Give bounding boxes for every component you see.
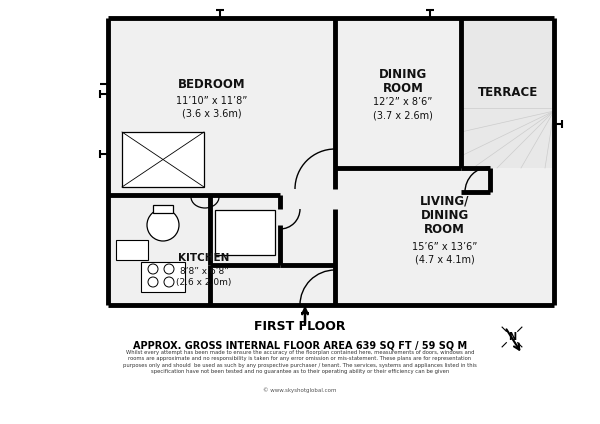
Text: ROOM: ROOM — [383, 81, 424, 95]
Circle shape — [148, 277, 158, 287]
Text: TERRACE: TERRACE — [478, 86, 538, 100]
Text: FIRST FLOOR: FIRST FLOOR — [254, 321, 346, 334]
Circle shape — [164, 277, 174, 287]
Text: 12’2” x 8’6”: 12’2” x 8’6” — [373, 97, 433, 107]
Circle shape — [147, 209, 179, 241]
Text: KITCHEN: KITCHEN — [178, 253, 230, 263]
Text: 8’8” x 6’8”: 8’8” x 6’8” — [179, 267, 229, 276]
Text: (3.6 x 3.6m): (3.6 x 3.6m) — [182, 109, 241, 118]
Bar — [116, 240, 148, 260]
Text: APPROX. GROSS INTERNAL FLOOR AREA 639 SQ FT / 59 SQ M: APPROX. GROSS INTERNAL FLOOR AREA 639 SQ… — [133, 340, 467, 350]
Text: © www.skyshotglobal.com: © www.skyshotglobal.com — [263, 387, 337, 393]
Text: (3.7 x 2.6m): (3.7 x 2.6m) — [373, 110, 433, 120]
Bar — [141, 262, 185, 292]
Text: 11’10” x 11’8”: 11’10” x 11’8” — [176, 95, 247, 106]
Text: BEDROOM: BEDROOM — [178, 78, 245, 91]
Text: N: N — [508, 332, 516, 342]
Text: (2.6 x 2.0m): (2.6 x 2.0m) — [176, 279, 232, 287]
Bar — [108, 18, 554, 305]
Text: DINING: DINING — [379, 67, 427, 81]
Bar — [461, 18, 554, 168]
Text: DINING: DINING — [421, 209, 469, 222]
Bar — [153, 205, 173, 213]
Text: Whilst every attempt has been made to ensure the accuracy of the floorplan conta: Whilst every attempt has been made to en… — [123, 350, 477, 374]
Text: 15’6” x 13’6”: 15’6” x 13’6” — [412, 242, 477, 251]
Circle shape — [164, 264, 174, 274]
Text: LIVING/: LIVING/ — [420, 195, 469, 208]
Bar — [215, 210, 275, 255]
Text: ROOM: ROOM — [424, 223, 465, 236]
Bar — [122, 132, 204, 187]
Circle shape — [148, 264, 158, 274]
Text: (4.7 x 4.1m): (4.7 x 4.1m) — [415, 254, 475, 265]
